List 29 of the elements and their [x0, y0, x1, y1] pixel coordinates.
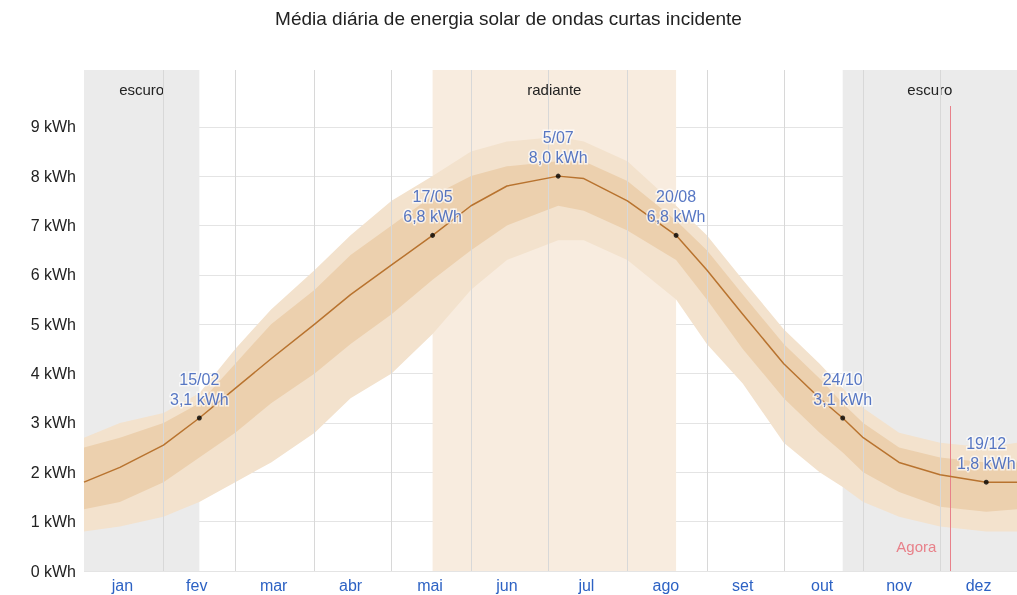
band-label: radiante [527, 81, 582, 98]
y-tick-label: 9 kWh [30, 118, 76, 136]
x-tick-label: nov [886, 576, 912, 594]
x-tick-label: jul [577, 576, 595, 594]
y-tick-label: 5 kWh [30, 315, 76, 333]
y-tick-label: 8 kWh [30, 167, 76, 185]
y-tick-label: 1 kWh [30, 513, 76, 531]
y-tick-label: 7 kWh [30, 216, 76, 234]
y-tick-label: 2 kWh [30, 463, 76, 481]
x-tick-label: mar [259, 576, 289, 594]
x-tick-label: jan [110, 576, 134, 594]
x-tick-label: mai [417, 576, 443, 594]
x-tick-label: dez [965, 576, 992, 594]
y-tick-label: 6 kWh [30, 266, 76, 284]
ref-line-label: Agora [896, 538, 938, 555]
y-tick-label: 4 kWh [30, 365, 76, 383]
chart-title: Média diária de energia solar de ondas curtas incidente [275, 8, 742, 29]
x-tick-label: abr [339, 576, 363, 594]
x-tick-label: fev [186, 576, 208, 594]
x-tick-label: jun [495, 576, 518, 594]
y-tick-label: 0 kWh [30, 562, 76, 580]
annotation: 19/12 1,8 kWh [956, 435, 1016, 473]
x-tick-label: ago [652, 576, 680, 594]
annotation: 5/07 8,0 kWh [528, 129, 588, 167]
y-tick-label: 3 kWh [30, 414, 76, 432]
annotation: 20/08 6,8 kWh [646, 188, 706, 226]
band-label: escuro [119, 81, 165, 98]
x-tick-label: out [811, 576, 834, 594]
x-tick-label: set [732, 576, 754, 594]
